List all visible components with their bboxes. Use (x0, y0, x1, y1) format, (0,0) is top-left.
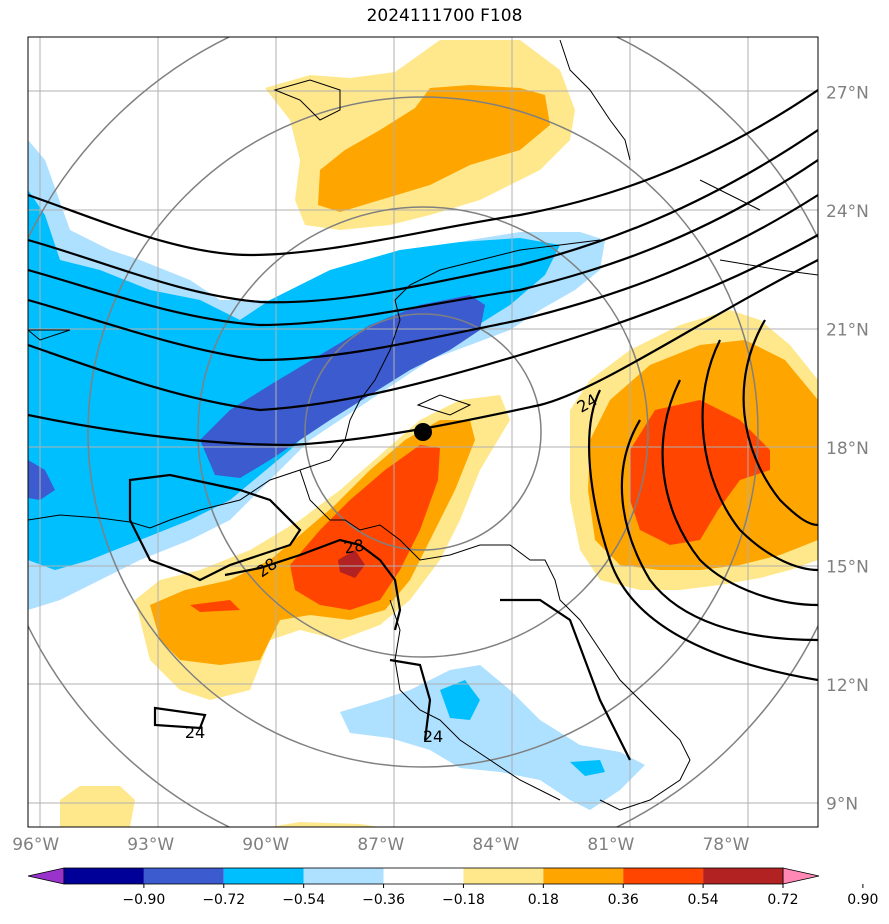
colorbar-tick-label: −0.18 (442, 892, 485, 908)
field-negative-cyan-south2 (570, 760, 605, 776)
map-area (28, 37, 818, 827)
colorbar-tick-label: −0.90 (122, 892, 165, 908)
colorbar-bin (303, 868, 384, 884)
map-frame (27, 36, 819, 828)
colorbar-bin (623, 868, 704, 884)
colorbar-tick-label: 0.54 (688, 892, 719, 908)
chart-title: 2024111700 F108 (366, 6, 523, 26)
colorbar-bin (543, 868, 624, 884)
lon-tick-label: 90°W (242, 835, 289, 855)
field-positive-red-sw (290, 445, 440, 610)
lon-tick-label: 93°W (127, 835, 174, 855)
coastlines (28, 39, 818, 811)
longitude-labels: 96°W 93°W 90°W 87°W 84°W 81°W 78°W (12, 835, 749, 855)
colorbar-tick-label: 0.90 (847, 892, 878, 908)
lon-tick-label: 81°W (587, 835, 634, 855)
field-negative-lightblue-south (340, 665, 645, 810)
range-rings (28, 37, 818, 827)
colorbar-extend-low (27, 867, 65, 885)
field-positive-orange (318, 85, 550, 212)
colorbar-bin (143, 868, 224, 884)
field-positive-red-east (630, 400, 770, 545)
field-negative-blue-small (28, 460, 55, 500)
lon-tick-label: 84°W (472, 835, 519, 855)
lon-tick-label: 78°W (702, 835, 749, 855)
lat-tick-label: 27°N (826, 83, 869, 103)
colorbar-extend-high (782, 867, 820, 885)
lat-tick-label: 24°N (826, 202, 869, 222)
lat-tick-label: 18°N (826, 439, 869, 459)
colorbar-bin (703, 868, 783, 884)
colorbar: −0.90 −0.72 −0.54 −0.36 −0.18 0.18 0.36 0.54 0.7… (27, 867, 878, 908)
field-positive-darkred-sw (338, 550, 365, 578)
field-positive-yellow-nw (60, 786, 135, 827)
latitude-labels: 9°N 12°N 15°N 18°N 21°N 24°N 27°N (826, 83, 869, 814)
lat-tick-label: 12°N (826, 676, 869, 696)
colorbar-tick-label: −0.36 (362, 892, 405, 908)
colorbar-tick-label: 0.72 (767, 892, 798, 908)
colorbar-tick-label: 0.36 (608, 892, 639, 908)
lon-tick-label: 96°W (12, 835, 59, 855)
contour-label: 24 (185, 723, 205, 742)
lat-tick-label: 9°N (826, 794, 858, 814)
colorbar-bin (64, 868, 144, 884)
field-negative-cyan-south (440, 680, 480, 720)
colorbar-tick-label: 0.18 (528, 892, 559, 908)
colorbar-bin (463, 868, 544, 884)
lon-tick-label: 87°W (357, 835, 404, 855)
field-positive-red-sw2 (190, 600, 240, 612)
lat-tick-label: 21°N (826, 320, 869, 340)
colorbar-tick-label: −0.54 (282, 892, 325, 908)
lat-tick-label: 15°N (826, 557, 869, 577)
colorbar-bin (383, 868, 464, 884)
contour-label: 24 (423, 727, 443, 746)
colorbar-frame (63, 867, 784, 885)
storm-center-marker (414, 423, 432, 441)
contour-label: 28 (342, 535, 365, 557)
colorbar-tick-label: −0.72 (202, 892, 245, 908)
graticule (28, 37, 818, 827)
colorbar-bin (223, 868, 304, 884)
field-positive-yellow-south-edge (270, 822, 380, 827)
